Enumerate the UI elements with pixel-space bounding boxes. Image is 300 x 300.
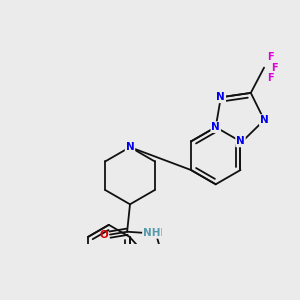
Text: N: N [260, 115, 268, 125]
Text: H: H [147, 228, 155, 238]
Text: N: N [154, 228, 163, 238]
Text: F: F [272, 63, 278, 73]
Text: N: N [212, 122, 220, 132]
Text: N: N [126, 142, 134, 152]
Text: F: F [267, 73, 274, 83]
Text: F: F [267, 52, 274, 62]
Text: N: N [236, 136, 245, 146]
Text: N: N [217, 92, 225, 102]
Text: O: O [100, 230, 109, 240]
Text: NH: NH [143, 228, 160, 238]
